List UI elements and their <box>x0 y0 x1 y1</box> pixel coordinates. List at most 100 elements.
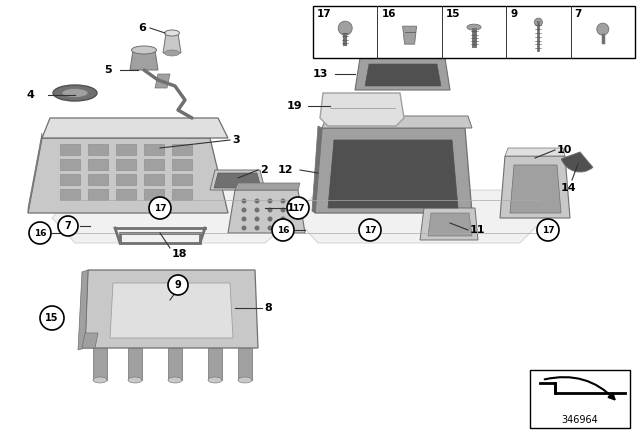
Polygon shape <box>116 174 136 185</box>
Circle shape <box>268 198 273 203</box>
Polygon shape <box>116 144 136 155</box>
Ellipse shape <box>131 46 157 54</box>
Polygon shape <box>403 26 417 44</box>
Circle shape <box>29 222 51 244</box>
Bar <box>120 233 200 243</box>
Text: 11: 11 <box>470 225 486 235</box>
Text: 9: 9 <box>510 9 517 19</box>
Polygon shape <box>144 174 164 185</box>
Text: 4: 4 <box>26 90 34 100</box>
Polygon shape <box>235 183 300 190</box>
Polygon shape <box>130 50 158 70</box>
Circle shape <box>534 18 543 26</box>
Text: 8: 8 <box>264 303 272 313</box>
Text: 17: 17 <box>292 203 304 212</box>
Polygon shape <box>365 64 441 86</box>
Polygon shape <box>42 118 228 138</box>
Polygon shape <box>315 128 472 213</box>
Text: 6: 6 <box>138 23 146 33</box>
Circle shape <box>255 225 259 231</box>
Polygon shape <box>505 148 565 156</box>
Ellipse shape <box>53 85 97 101</box>
Text: 15: 15 <box>45 313 59 323</box>
Circle shape <box>241 207 246 212</box>
Polygon shape <box>144 159 164 170</box>
Polygon shape <box>355 58 450 90</box>
Polygon shape <box>360 52 445 58</box>
Circle shape <box>241 198 246 203</box>
Circle shape <box>255 207 259 212</box>
Polygon shape <box>78 270 88 350</box>
Text: 2: 2 <box>260 165 268 175</box>
Polygon shape <box>172 159 192 170</box>
Text: 18: 18 <box>172 249 188 259</box>
Text: 16: 16 <box>381 9 396 19</box>
Bar <box>313 6 635 58</box>
Text: 7: 7 <box>65 221 72 231</box>
FancyBboxPatch shape <box>530 370 630 428</box>
Bar <box>168 348 182 380</box>
Polygon shape <box>110 283 233 338</box>
Circle shape <box>280 225 285 231</box>
Text: 16: 16 <box>34 228 46 237</box>
Circle shape <box>338 21 352 35</box>
Circle shape <box>359 219 381 241</box>
Text: 5: 5 <box>104 65 112 75</box>
Circle shape <box>268 216 273 221</box>
Wedge shape <box>561 152 593 172</box>
Polygon shape <box>52 190 295 243</box>
Polygon shape <box>328 140 458 208</box>
Polygon shape <box>155 74 170 88</box>
Text: 7: 7 <box>575 9 582 19</box>
Circle shape <box>280 216 285 221</box>
Circle shape <box>268 225 273 231</box>
Text: 17: 17 <box>364 225 376 234</box>
Polygon shape <box>28 138 228 213</box>
Ellipse shape <box>128 377 142 383</box>
Text: 12: 12 <box>277 165 292 175</box>
Polygon shape <box>322 116 472 128</box>
Polygon shape <box>85 270 258 348</box>
Text: 15: 15 <box>446 9 460 19</box>
Bar <box>93 348 107 380</box>
Bar <box>208 348 222 380</box>
Text: 17: 17 <box>317 9 332 19</box>
Polygon shape <box>88 159 108 170</box>
Polygon shape <box>144 189 164 200</box>
Circle shape <box>287 197 309 219</box>
Text: 1: 1 <box>287 203 295 213</box>
Polygon shape <box>428 213 472 236</box>
Polygon shape <box>172 174 192 185</box>
Polygon shape <box>82 333 98 348</box>
Ellipse shape <box>208 377 222 383</box>
Text: 3: 3 <box>232 135 239 145</box>
Ellipse shape <box>164 30 179 36</box>
Bar <box>128 348 142 380</box>
Ellipse shape <box>93 377 107 383</box>
Ellipse shape <box>238 377 252 383</box>
Circle shape <box>597 23 609 35</box>
Polygon shape <box>210 170 265 190</box>
Circle shape <box>58 216 78 236</box>
Text: 19: 19 <box>287 101 303 111</box>
Polygon shape <box>60 174 80 185</box>
Circle shape <box>241 225 246 231</box>
Polygon shape <box>28 133 42 213</box>
Polygon shape <box>500 156 570 218</box>
Circle shape <box>40 306 64 330</box>
Polygon shape <box>172 189 192 200</box>
Polygon shape <box>60 189 80 200</box>
Ellipse shape <box>62 89 88 98</box>
Circle shape <box>149 197 171 219</box>
Polygon shape <box>228 190 305 233</box>
Ellipse shape <box>164 50 179 56</box>
Polygon shape <box>116 159 136 170</box>
Ellipse shape <box>467 24 481 30</box>
Circle shape <box>537 219 559 241</box>
Polygon shape <box>88 174 108 185</box>
Polygon shape <box>163 33 181 53</box>
Circle shape <box>255 198 259 203</box>
Text: 346964: 346964 <box>562 415 598 425</box>
Polygon shape <box>320 93 404 126</box>
Polygon shape <box>312 126 322 213</box>
